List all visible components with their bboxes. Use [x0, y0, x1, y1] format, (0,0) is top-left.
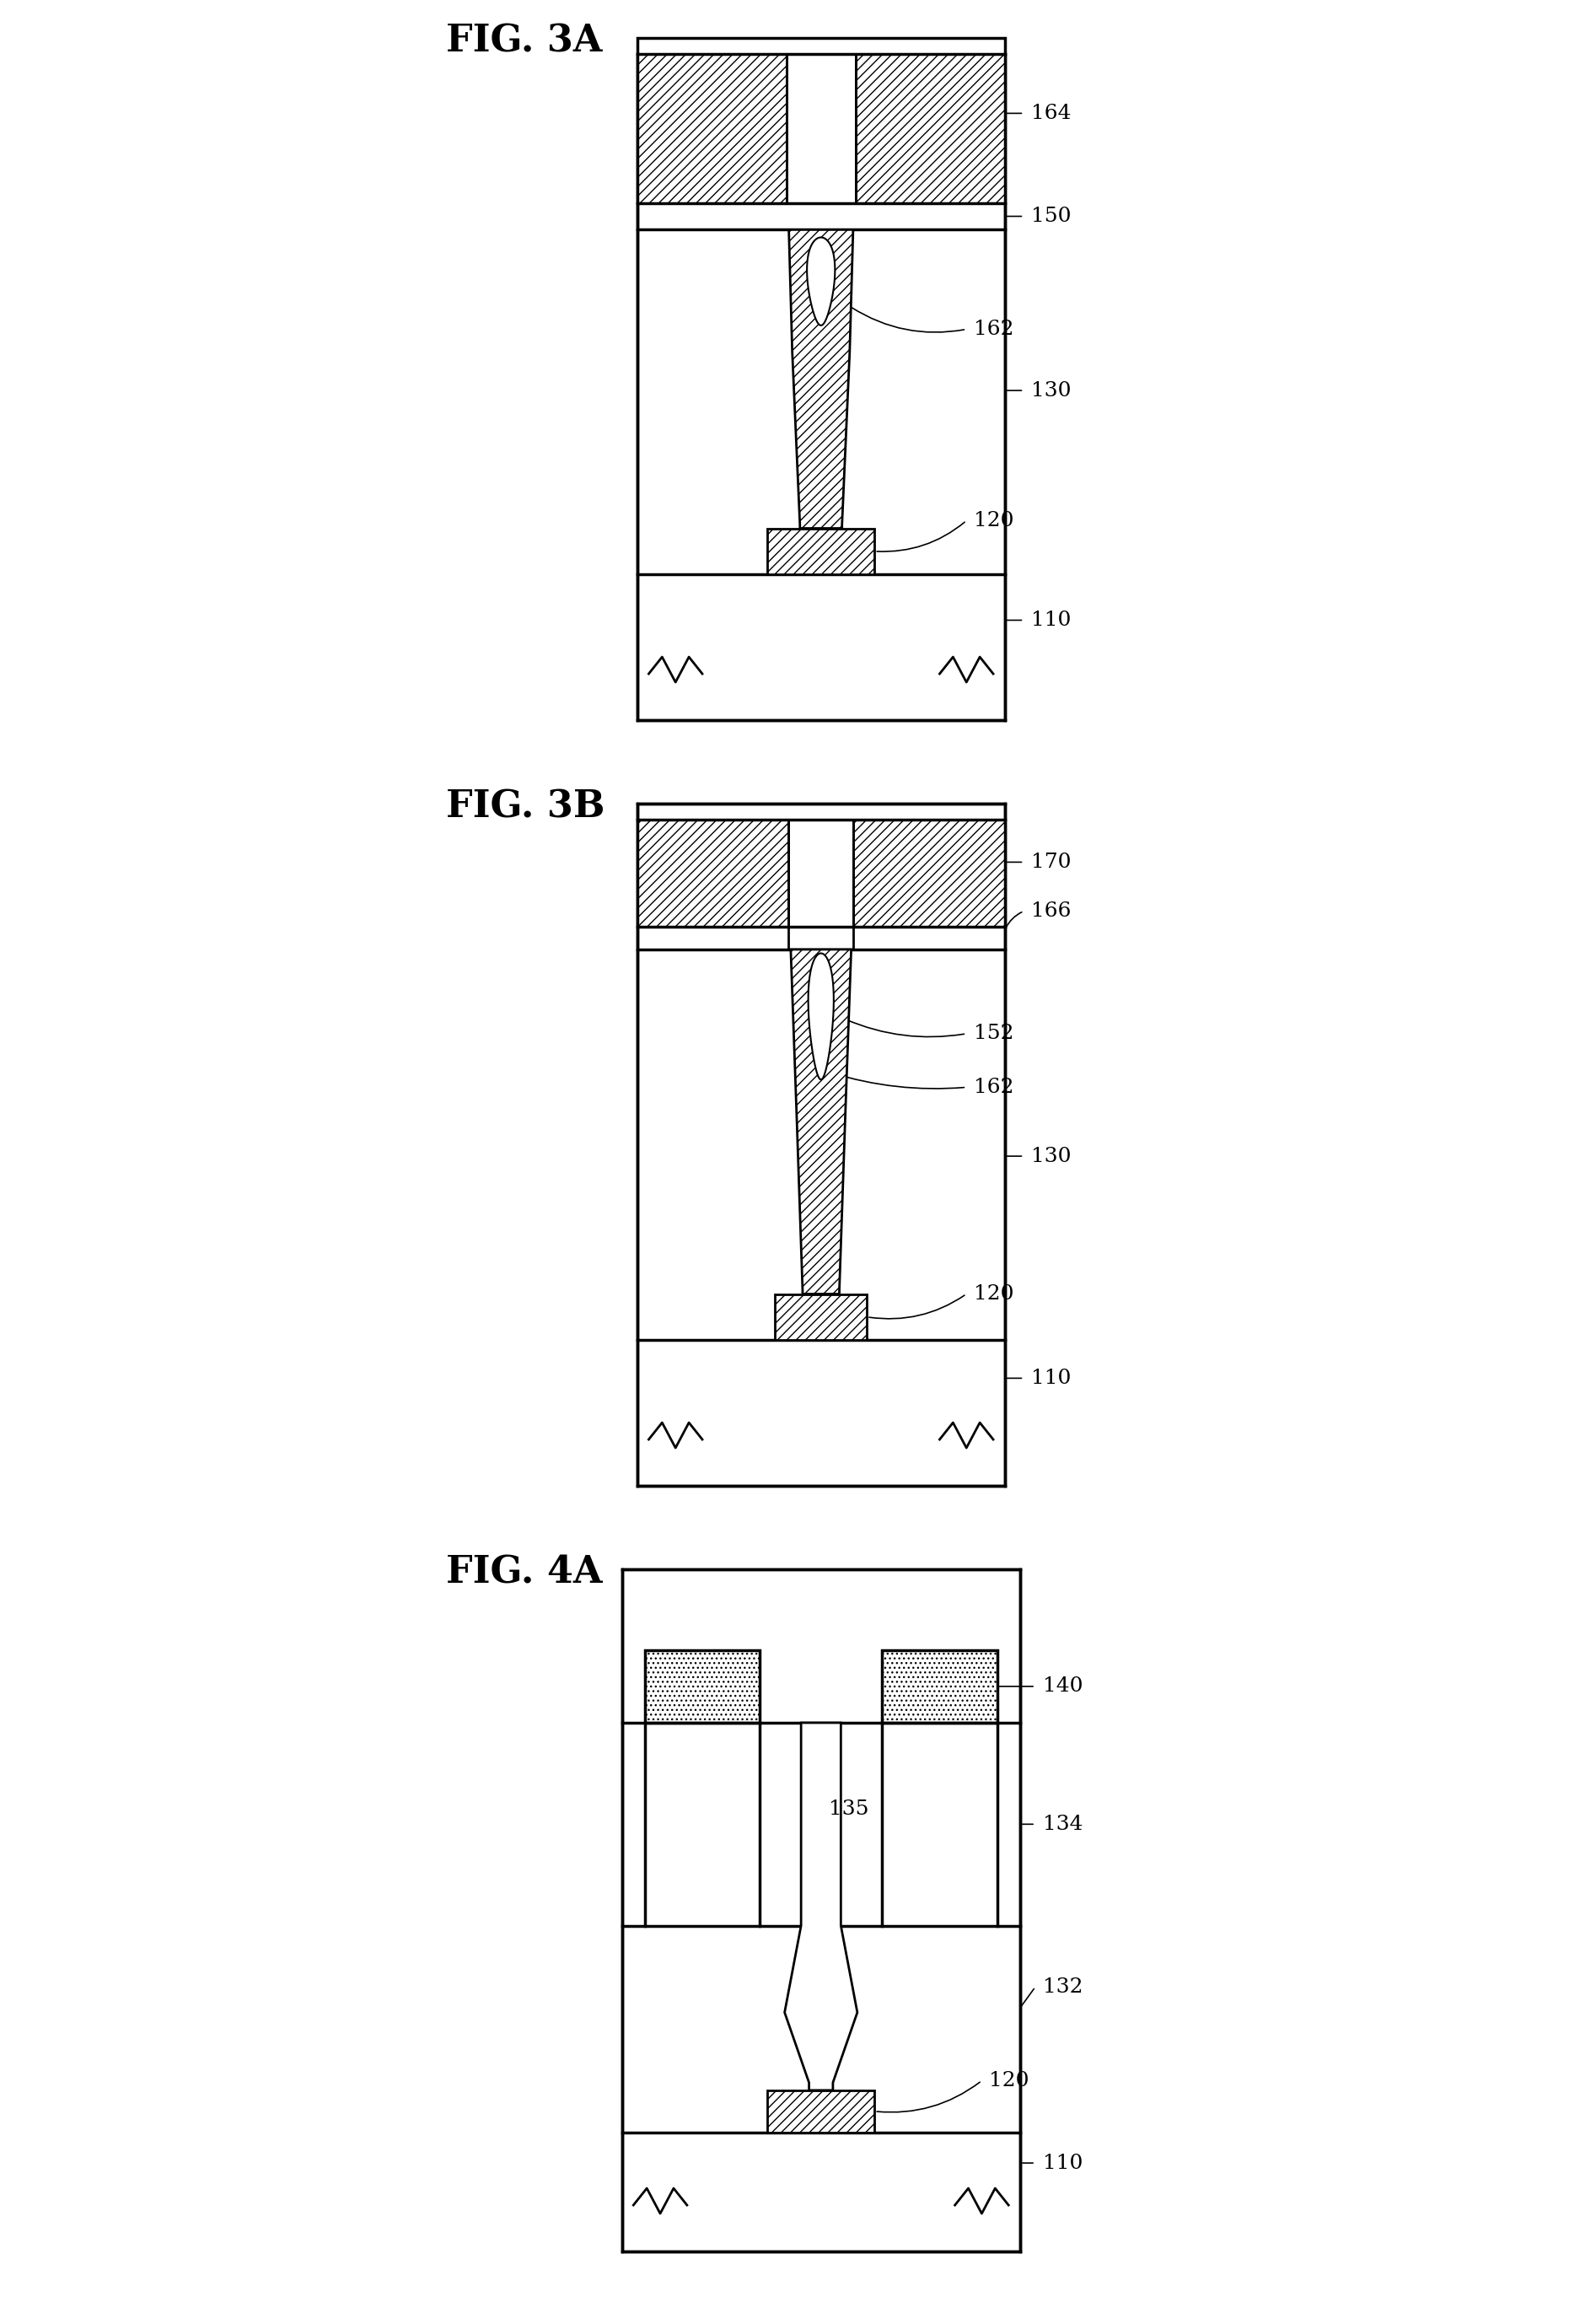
Bar [854, 820, 1005, 926]
Bar [637, 820, 788, 926]
Text: FIG. 3A: FIG. 3A [445, 23, 602, 60]
Text: FIG. 3B: FIG. 3B [445, 788, 605, 825]
Text: 135: 135 [828, 1799, 868, 1819]
Text: 120: 120 [990, 2072, 1029, 2090]
Polygon shape [788, 230, 854, 528]
Text: 110: 110 [1042, 2152, 1084, 2173]
Text: 170: 170 [1031, 852, 1071, 873]
Text: 162: 162 [974, 319, 1013, 340]
Bar [637, 53, 787, 202]
Polygon shape [785, 1723, 857, 2090]
Bar [776, 1293, 867, 1339]
Text: 132: 132 [1042, 1978, 1084, 1996]
Text: 120: 120 [974, 1284, 1013, 1305]
Text: 110: 110 [1031, 1369, 1071, 1387]
Bar [645, 1649, 760, 1723]
Text: FIG. 4A: FIG. 4A [445, 1555, 602, 1590]
Text: 134: 134 [1042, 1815, 1084, 1833]
Text: 162: 162 [974, 1077, 1013, 1098]
Bar [855, 53, 1005, 202]
Bar [637, 804, 1005, 1486]
Bar [883, 1649, 998, 1723]
Text: 130: 130 [1031, 1146, 1071, 1167]
Text: 166: 166 [1031, 900, 1071, 921]
Polygon shape [790, 949, 851, 1293]
Text: 164: 164 [1031, 103, 1071, 124]
Bar [622, 1569, 1020, 2251]
Text: 152: 152 [974, 1024, 1013, 1043]
Text: 140: 140 [1042, 1677, 1084, 1695]
Text: 150: 150 [1031, 207, 1071, 225]
Bar [768, 528, 875, 574]
Polygon shape [808, 953, 833, 1080]
Bar [768, 2090, 875, 2132]
Text: 120: 120 [974, 510, 1013, 531]
Bar [637, 39, 1005, 719]
Text: 110: 110 [1031, 611, 1071, 629]
Polygon shape [808, 237, 835, 326]
Text: 130: 130 [1031, 381, 1071, 400]
